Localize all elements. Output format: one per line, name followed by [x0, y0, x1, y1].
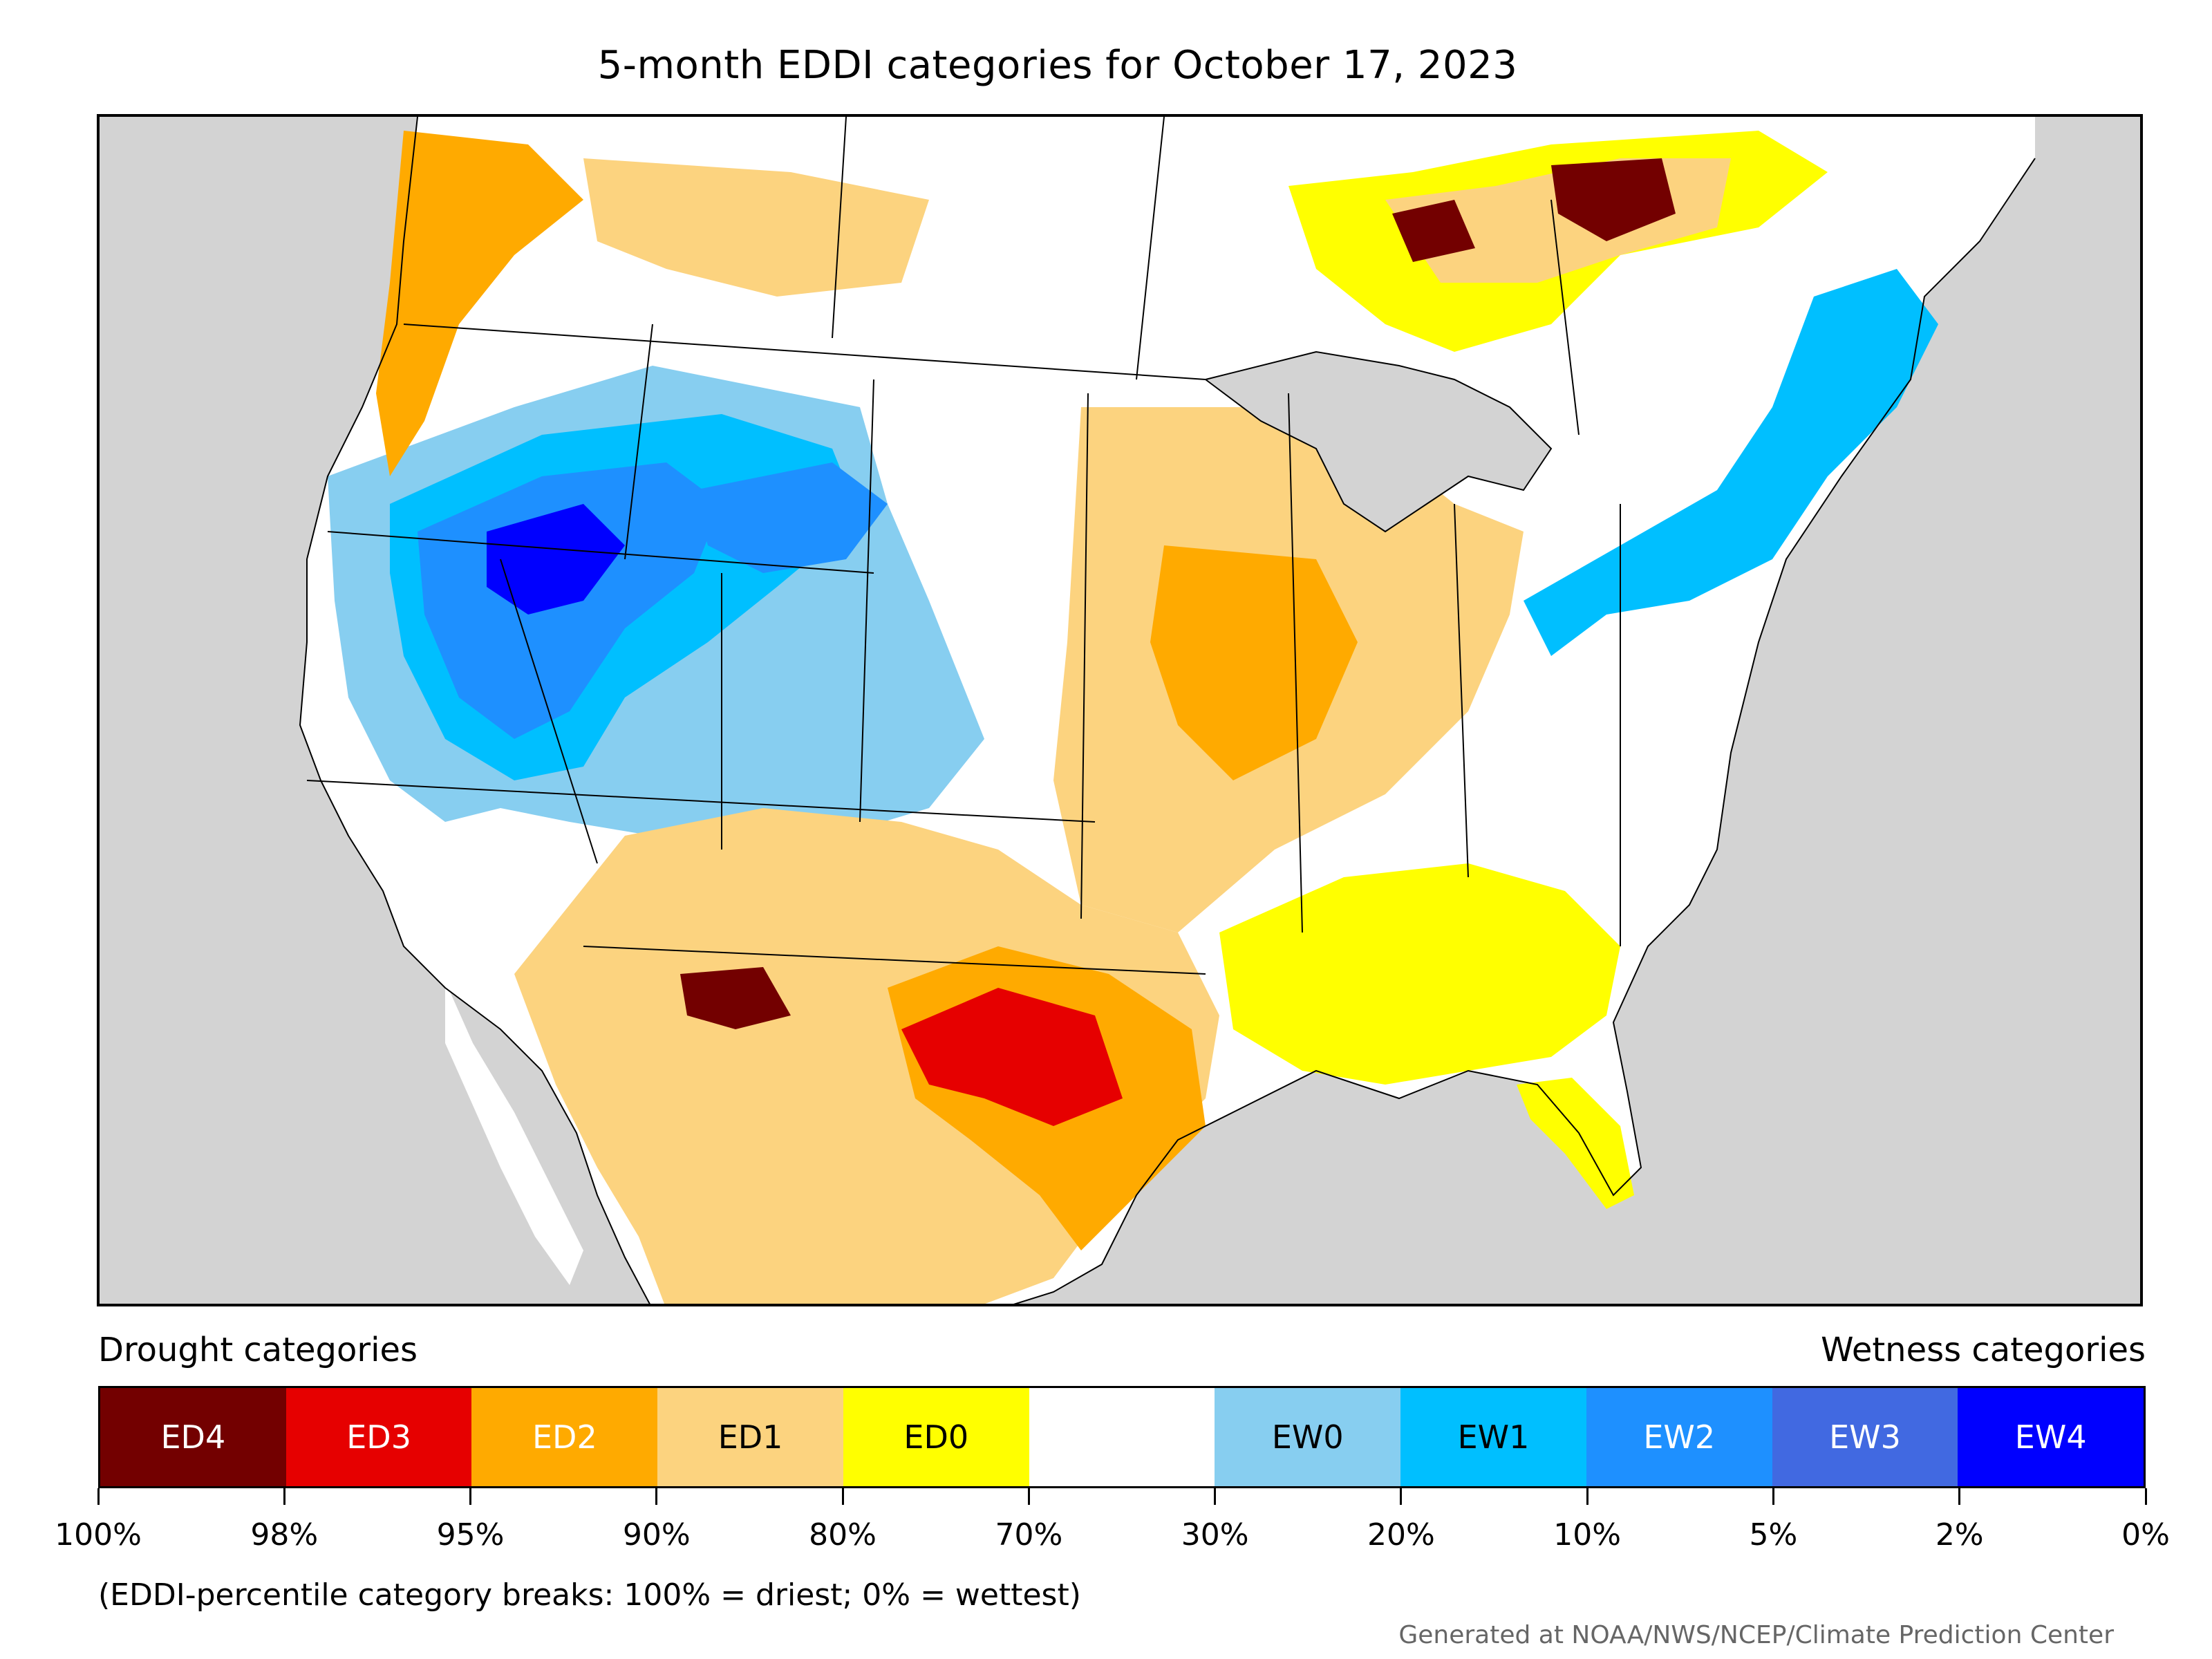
category-colorbar: ED4 ED3 ED2 ED1 ED0 EW0 EW1 EW2 EW3 EW4	[98, 1386, 2146, 1488]
colorbar-cell: EW1	[1400, 1388, 1586, 1486]
drought-southeast-ed0	[1219, 863, 1620, 1085]
eddi-map-svg	[100, 117, 2140, 1304]
colorbar-tick-label: 5%	[1749, 1517, 1798, 1553]
colorbar-cell: EW4	[1958, 1388, 2144, 1486]
colorbar-tick	[97, 1488, 100, 1505]
colorbar-tick-label: 80%	[809, 1517, 877, 1553]
colorbar-cell: EW3	[1772, 1388, 1958, 1486]
colorbar-cell: ED0	[843, 1388, 1029, 1486]
colorbar-tick	[1958, 1488, 1961, 1505]
colorbar-tick	[1027, 1488, 1030, 1505]
wet-area-west-ew4	[487, 504, 625, 615]
eddi-map	[97, 114, 2143, 1306]
great-lakes	[1203, 350, 1553, 533]
colorbar-tick-label: 95%	[436, 1517, 505, 1553]
colorbar-tick	[655, 1488, 658, 1505]
colorbar-tick-label: 20%	[1367, 1517, 1435, 1553]
colorbar-tick	[283, 1488, 285, 1505]
colorbar-cell	[1029, 1388, 1215, 1486]
colorbar-tick-label: 70%	[995, 1517, 1063, 1553]
credit-text: Generated at NOAA/NWS/NCEP/Climate Predi…	[1398, 1621, 2114, 1649]
drought-canada-ed4	[1551, 158, 1676, 241]
colorbar-tick	[469, 1488, 472, 1505]
drought-categories-heading: Drought categories	[98, 1331, 418, 1369]
drought-nm-ed4	[680, 967, 791, 1029]
map-title: 5-month EDDI categories for October 17, …	[597, 43, 1518, 88]
drought-texas-ed3	[901, 988, 1123, 1126]
colorbar-cell: ED1	[657, 1388, 843, 1486]
drought-pnw-ed2	[376, 131, 583, 476]
colorbar-tick-label: 98%	[250, 1517, 319, 1553]
baja-peninsula	[445, 981, 583, 1285]
colorbar-tick	[1214, 1488, 1217, 1505]
wetness-categories-heading: Wetness categories	[1821, 1331, 2146, 1369]
drought-canada-ed4-b	[1392, 200, 1475, 262]
wet-area-wyoming	[694, 462, 888, 573]
colorbar-cell: ED3	[285, 1388, 472, 1486]
colorbar-cell: ED4	[100, 1388, 286, 1486]
colorbar-tick	[841, 1488, 844, 1505]
category-note: (EDDI-percentile category breaks: 100% =…	[98, 1577, 1081, 1613]
colorbar-cell: ED2	[471, 1388, 658, 1486]
drought-florida-ed0	[1517, 1078, 1634, 1209]
colorbar-cell: EW2	[1586, 1388, 1772, 1486]
wet-area-northeast	[1524, 269, 1938, 656]
drought-pnw-ed1	[583, 158, 929, 297]
colorbar-cell: EW0	[1215, 1388, 1401, 1486]
colorbar-tick-label: 2%	[1935, 1517, 1984, 1553]
colorbar-tick	[1772, 1488, 1774, 1505]
colorbar-tick	[1586, 1488, 1588, 1505]
colorbar-ticks	[97, 1488, 2147, 1509]
colorbar-tick	[1400, 1488, 1403, 1505]
colorbar-tick-label: 10%	[1553, 1517, 1622, 1553]
colorbar-tick-label: 0%	[2121, 1517, 2170, 1553]
drought-iowa-ed2	[1150, 545, 1358, 780]
coastline	[299, 117, 2036, 1304]
colorbar-tick-label: 90%	[622, 1517, 691, 1553]
colorbar-tick	[2144, 1488, 2147, 1505]
colorbar-tick-label: 100%	[55, 1517, 142, 1553]
state-borders	[306, 117, 1621, 975]
colorbar-tick-label: 30%	[1181, 1517, 1249, 1553]
